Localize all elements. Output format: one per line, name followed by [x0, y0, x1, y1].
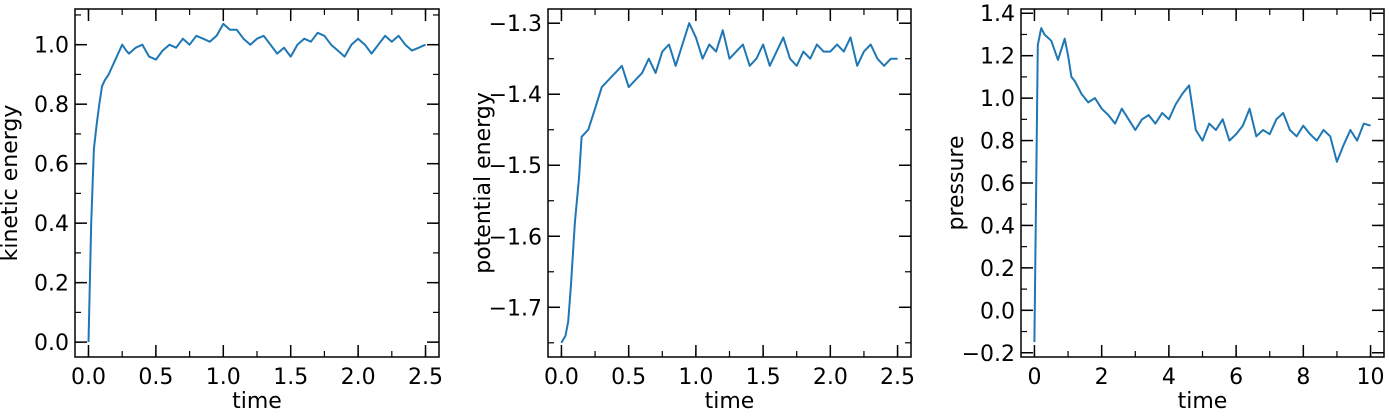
subplot-2: 0.0 0.5 1.0 1.5 2.0 2.5 −1.3 −1.4 −1.5 −1.6 −1.7 ti…	[471, 8, 915, 414]
y-tick-label: 0.2	[34, 272, 69, 297]
x-tick-label: 0.0	[544, 365, 579, 390]
y-tick-label: 0.6	[34, 153, 69, 178]
x-tick-label: 2.5	[880, 365, 915, 390]
y-tick-label: 0.0	[34, 331, 69, 356]
y-axis-label: pressure	[944, 135, 969, 230]
x-axis-label: time	[1178, 389, 1228, 414]
y-tick-label: 0.4	[34, 212, 69, 237]
x-tick-label: 0	[1027, 365, 1041, 390]
y-tick-label: −1.4	[489, 83, 542, 108]
y-tick-label: 1.0	[34, 34, 69, 59]
y-tick-label: 0.4	[980, 214, 1015, 239]
x-tick-label: 2.0	[341, 365, 376, 390]
y-tick-label: −0.2	[962, 342, 1015, 367]
x-tick-label: 8	[1296, 365, 1310, 390]
y-axis-label: kinetic energy	[0, 105, 23, 262]
plot-frame	[74, 8, 440, 358]
x-tick-label: 1.5	[273, 365, 308, 390]
y-axis-label: potential energy	[471, 92, 496, 274]
x-tick-label: 1.5	[746, 365, 781, 390]
x-tick-label: 0.5	[138, 365, 173, 390]
x-tick-label: 0.5	[611, 365, 646, 390]
x-tick-label: 1.0	[206, 365, 241, 390]
y-tick-label: 1.0	[980, 87, 1015, 112]
x-tick-label: 6	[1229, 365, 1243, 390]
y-tick-label: 0.8	[34, 93, 69, 118]
plot-frame	[1020, 8, 1385, 358]
x-tick-label: 4	[1162, 365, 1176, 390]
x-tick-label: 0.0	[71, 365, 106, 390]
y-tick-label: 0.2	[980, 257, 1015, 282]
y-tick-label: 0.0	[980, 299, 1015, 324]
y-tick-label: −1.3	[489, 12, 542, 37]
y-tick-label: 0.6	[980, 172, 1015, 197]
subplot-1: 0.0 0.5 1.0 1.5 2.0 2.50.00.20.40.60.81.0time…	[0, 8, 443, 414]
subplot-3: 0 2 4 6 8 10 −0.2 0.0 0.2 0.4 0.6 0.8 1.0 1.2 1.4 time p…	[944, 2, 1385, 414]
y-tick-label: 1.2	[980, 45, 1015, 70]
series-line-1	[87, 22, 426, 343]
y-tick-label: 0.8	[980, 130, 1015, 155]
y-tick-label: −1.5	[489, 154, 542, 179]
y-tick-label: −1.6	[489, 225, 542, 250]
y-tick-label: −1.7	[489, 296, 542, 321]
x-axis-label: time	[232, 389, 282, 414]
x-tick-label: 2.5	[408, 365, 443, 390]
x-tick-label: 2	[1095, 365, 1109, 390]
x-tick-label: 2.0	[813, 365, 848, 390]
series-line-1	[1033, 27, 1371, 343]
y-tick-label: 1.4	[980, 2, 1015, 27]
x-tick-label: 10	[1357, 365, 1385, 390]
x-axis-label: time	[705, 389, 755, 414]
series-line-1	[560, 22, 898, 344]
x-tick-label: 1.0	[678, 365, 713, 390]
